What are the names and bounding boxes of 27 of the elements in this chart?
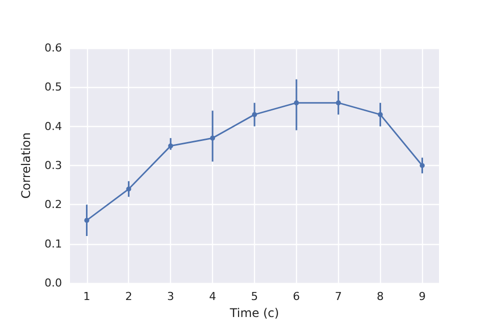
x-tick-label: 1	[83, 290, 90, 303]
y-tick-label: 0.0	[44, 276, 62, 290]
x-tick-label: 7	[334, 290, 342, 303]
point	[126, 186, 132, 192]
point	[210, 136, 216, 141]
y-tick-label: 0.6	[44, 42, 62, 54]
x-tick-label: 8	[376, 290, 384, 303]
x-axis-title: Time (c)	[228, 306, 280, 320]
point	[168, 143, 174, 148]
y-tick-label: 0.2	[44, 198, 62, 212]
point	[336, 100, 341, 106]
x-tick-label: 4	[209, 290, 216, 303]
point	[294, 100, 299, 106]
x-tick-label: 6	[292, 290, 300, 303]
x-tick-label: 3	[167, 290, 174, 303]
point	[378, 112, 383, 118]
x-tick-label: 5	[251, 290, 258, 303]
point	[252, 112, 257, 118]
x-tick-label: 2	[125, 290, 132, 303]
y-tick-label: 0.5	[44, 80, 62, 94]
x-tick-label: 9	[418, 290, 426, 303]
y-tick-label: 0.3	[44, 159, 62, 172]
y-tick-label: 0.4	[44, 120, 62, 133]
y-axis-title: Correlation	[19, 132, 33, 199]
point	[84, 218, 90, 223]
point	[420, 163, 425, 168]
y-tick-label: 0.1	[44, 237, 62, 250]
